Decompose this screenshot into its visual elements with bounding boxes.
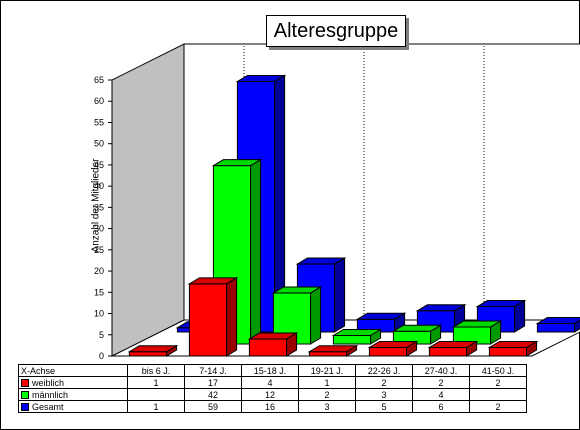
y-tick-label: 55 <box>94 117 104 127</box>
y-tick-label: 20 <box>94 266 104 276</box>
y-axis-label: Anzahl der Mitglieder <box>90 158 102 253</box>
bar-Gesamt-side <box>334 257 346 333</box>
bar-weiblich-front <box>128 351 168 357</box>
y-tick-label: 30 <box>94 224 104 234</box>
category-label: 15-18 J. <box>241 364 299 377</box>
legend-swatch-blue <box>21 402 29 411</box>
table-cell: 6 <box>412 400 470 413</box>
table-cell: 59 <box>184 400 242 413</box>
table-cell <box>469 388 527 401</box>
bar-weiblich-front <box>248 338 288 357</box>
category-label: 22-26 J. <box>355 364 413 377</box>
bar-Gesamt-side <box>514 299 526 333</box>
series-name: weiblich <box>32 377 65 388</box>
table-cell: 1 <box>298 376 356 389</box>
y-tick-label: 25 <box>94 245 104 255</box>
category-label: bis 6 J. <box>127 364 185 377</box>
category-label: 41-50 J. <box>469 364 527 377</box>
legend-gesamt: Gesamt <box>18 400 128 413</box>
table-header-row: X-Achse bis 6 J. 7-14 J. 15-18 J. 19-21 … <box>18 364 527 377</box>
table-row-gesamt: Gesamt 1 59 16 3 5 6 2 <box>18 400 527 413</box>
chart-title: Alteresgruppe <box>266 15 406 47</box>
table-cell: 5 <box>355 400 413 413</box>
table-row-weiblich: weiblich 1 17 4 1 2 2 2 <box>18 376 527 389</box>
y-tick-label: 5 <box>99 330 104 340</box>
table-cell: 2 <box>469 376 527 389</box>
y-tick-label: 60 <box>94 96 104 106</box>
table-cell: 12 <box>241 388 299 401</box>
bar-weiblich-front <box>488 347 528 357</box>
table-cell: 4 <box>241 376 299 389</box>
y-tick-label: 0 <box>99 351 104 361</box>
table-cell: 3 <box>355 388 413 401</box>
table-cell: 17 <box>184 376 242 389</box>
y-tick-label: 15 <box>94 287 104 297</box>
table-cell: 2 <box>412 376 470 389</box>
bar-weiblich-side <box>406 340 418 357</box>
bar-Gesamt-side <box>574 319 580 333</box>
y-tick-label: 65 <box>94 75 104 85</box>
table-cell: 16 <box>241 400 299 413</box>
bar-männlich-side <box>430 324 442 345</box>
legend-swatch-green <box>21 390 29 399</box>
bar-männlich-side <box>310 286 322 345</box>
series-name: männlich <box>32 389 69 400</box>
y-tick-label: 50 <box>94 139 104 149</box>
category-label: 27-40 J. <box>412 364 470 377</box>
bar-weiblich-side <box>166 344 178 357</box>
bar-männlich-side <box>490 320 502 345</box>
bar-weiblich-front <box>368 347 408 357</box>
bar-weiblich-side <box>466 340 478 357</box>
table-cell: 1 <box>127 376 185 389</box>
legend-swatch-red <box>21 378 29 387</box>
table-cell <box>127 388 185 401</box>
y-tick-label: 10 <box>94 309 104 319</box>
table-row-maennlich: männlich 42 12 2 3 4 <box>18 388 527 401</box>
bar-männlich-front <box>332 335 372 345</box>
bar-Gesamt-top <box>535 317 580 325</box>
table-cell: 42 <box>184 388 242 401</box>
chart-left-wall <box>111 43 185 357</box>
table-cell: 1 <box>127 400 185 413</box>
table-cell: 2 <box>298 388 356 401</box>
bar-weiblich-side <box>346 344 358 357</box>
legend-weiblich: weiblich <box>18 376 128 389</box>
data-table: X-Achse bis 6 J. 7-14 J. 15-18 J. 19-21 … <box>18 364 527 413</box>
bar-weiblich-front <box>308 351 348 357</box>
bar-weiblich-front <box>428 347 468 357</box>
y-tick-label: 35 <box>94 202 104 212</box>
bar-Gesamt-front <box>536 323 576 333</box>
table-cell: 4 <box>412 388 470 401</box>
table-corner-label: X-Achse <box>18 364 128 377</box>
category-label: 7-14 J. <box>184 364 242 377</box>
table-cell: 3 <box>298 400 356 413</box>
bar-weiblich-side <box>526 340 538 357</box>
category-label: 19-21 J. <box>298 364 356 377</box>
table-cell: 2 <box>355 376 413 389</box>
bar-weiblich-side <box>286 332 298 357</box>
y-tick-label: 40 <box>94 181 104 191</box>
bar-weiblich-front <box>188 283 228 357</box>
series-name: Gesamt <box>32 401 64 412</box>
bar-männlich-side <box>250 158 262 345</box>
bar-männlich-side <box>370 328 382 345</box>
legend-maennlich: männlich <box>18 388 128 401</box>
table-cell: 2 <box>469 400 527 413</box>
bar-weiblich-side <box>226 276 238 357</box>
y-tick-label: 45 <box>94 160 104 170</box>
